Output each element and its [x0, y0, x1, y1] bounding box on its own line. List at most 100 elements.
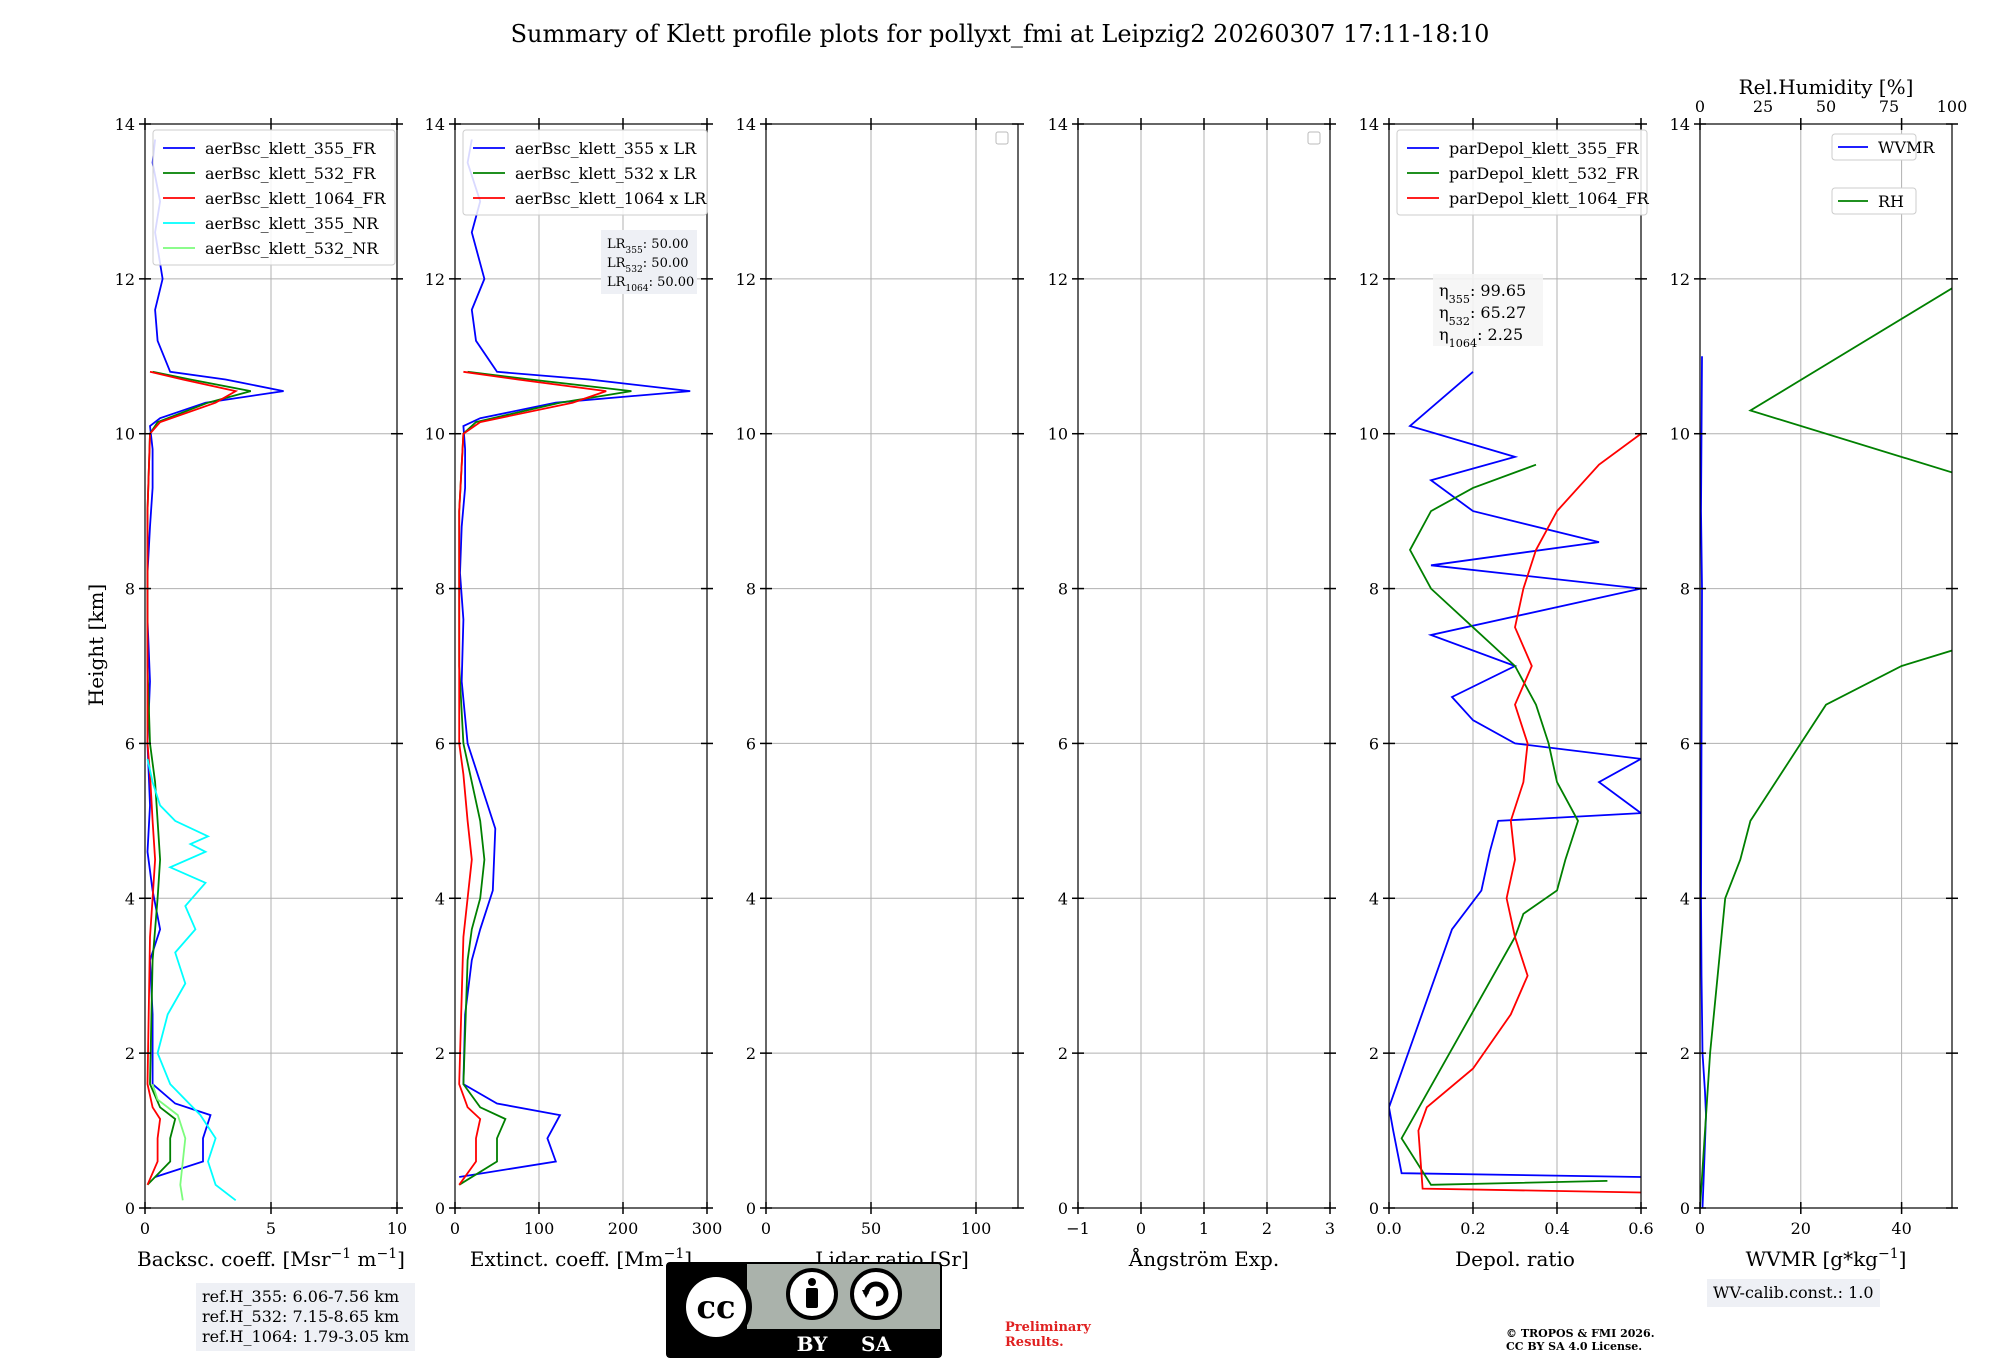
- y-tick-label: 8: [746, 580, 756, 599]
- y-tick-label: 14: [1359, 115, 1379, 134]
- series-aerBsc_klett_1064 x LR: [458, 370, 607, 1186]
- legend-label: aerBsc_klett_1064_FR: [205, 189, 387, 208]
- lidar-ratio-label: LR355: 50.00: [607, 237, 689, 256]
- x-tick-label: 0.2: [1460, 1219, 1485, 1238]
- legend-label: aerBsc_klett_532_FR: [205, 164, 376, 183]
- lidar-ratio-label: LR532: 50.00: [607, 256, 689, 275]
- copyright-line-2: CC BY SA 4.0 License.: [1506, 1340, 1643, 1353]
- y-tick-label: 8: [1369, 580, 1379, 599]
- axes-frame: [1388, 123, 1642, 1209]
- cc-label: cc: [697, 1288, 736, 1326]
- x-tick-label: 3: [1325, 1219, 1335, 1238]
- wv-calib-box: WV-calib.const.: 1.0: [1707, 1279, 1880, 1307]
- y-tick-label: 0: [435, 1199, 445, 1218]
- series-parDepol_klett_355_FR: [1389, 371, 1641, 1178]
- legend-label: parDepol_klett_1064_FR: [1449, 189, 1650, 208]
- sa-label: SA: [861, 1332, 891, 1356]
- x-tick-label: 1: [1199, 1219, 1209, 1238]
- by-label: BY: [797, 1332, 829, 1356]
- x-axis-label: Depol. ratio: [1455, 1247, 1575, 1271]
- eta-label: η355: 99.65: [1439, 281, 1526, 306]
- x-axis-label: Ångström Exp.: [1128, 1246, 1279, 1271]
- x-tick-label: 20: [1791, 1219, 1811, 1238]
- x-tick-label: 0.6: [1628, 1219, 1653, 1238]
- preliminary-note: Preliminary Results.: [1005, 1320, 1091, 1350]
- copyright-line-1: © TROPOS & FMI 2026.: [1506, 1327, 1655, 1340]
- series-aerBsc_klett_532_FR: [146, 370, 252, 1186]
- series-WVMR: [1700, 356, 1707, 1208]
- ref-height-532: ref.H_532: 7.15-8.65 km: [202, 1307, 400, 1326]
- x-tick-label: 0: [140, 1219, 150, 1238]
- y-tick-label: 0: [1680, 1199, 1690, 1218]
- eta-label: η1064: 2.25: [1439, 325, 1523, 350]
- x-axis-label: WVMR [g*kg−1]: [1746, 1246, 1907, 1271]
- eta-box: [1433, 274, 1543, 346]
- series-aerBsc_klett_1064_FR: [146, 370, 239, 1186]
- y-tick-label: 8: [435, 580, 445, 599]
- y-tick-label: 14: [736, 115, 756, 134]
- preliminary-line-2: Results.: [1005, 1335, 1064, 1350]
- figure-title: Summary of Klett profile plots for polly…: [510, 20, 1490, 48]
- series-aerBsc_klett_532_NR: [151, 1083, 187, 1201]
- y-tick-label: 8: [1058, 580, 1068, 599]
- y-tick-label: 12: [1670, 270, 1690, 289]
- y-tick-label: 2: [1058, 1044, 1068, 1063]
- y-tick-label: 2: [1369, 1044, 1379, 1063]
- cc-by-sa-logo: cc BY SA: [666, 1262, 942, 1358]
- y-tick-label: 10: [736, 425, 756, 444]
- x-tick-label: 200: [608, 1219, 639, 1238]
- top-tick-label: 25: [1753, 97, 1773, 116]
- y-tick-label: 4: [125, 889, 135, 908]
- legend-frame: [1831, 187, 1917, 215]
- panel-wvmr: 0 2 4 6 8 10 12 14 0 20 40 WVMR [g*kg−1] WVMR RH 0 25 50…: [1670, 75, 1968, 1271]
- x-axis-label: Extinct. coeff. [Mm−1]: [470, 1246, 692, 1271]
- y-tick-label: 10: [425, 425, 445, 444]
- y-tick-label: 6: [1369, 734, 1379, 753]
- y-tick-label: 14: [1670, 115, 1690, 134]
- top-tick-label: 75: [1879, 97, 1899, 116]
- legend-label: aerBsc_klett_355 x LR: [515, 139, 697, 158]
- ref-height-355: ref.H_355: 6.06-7.56 km: [202, 1287, 400, 1306]
- y-tick-label: 6: [1680, 734, 1690, 753]
- lidar-ratio-label: LR1064: 50.00: [607, 275, 694, 294]
- panel-depol: 0 2 4 6 8 10 12 14 0.0 0.2 0.4 0.6 Depol. ratio parDe…: [1359, 115, 1654, 1271]
- y-tick-label: 6: [125, 734, 135, 753]
- y-tick-label: 10: [1359, 425, 1379, 444]
- legend-label: aerBsc_klett_532 x LR: [515, 164, 697, 183]
- y-axis-label: Height [km]: [84, 584, 108, 706]
- y-tick-label: 8: [125, 580, 135, 599]
- y-tick-label: 2: [1680, 1044, 1690, 1063]
- y-tick-label: 4: [746, 889, 756, 908]
- y-tick-label: 2: [746, 1044, 756, 1063]
- y-tick-label: 8: [1680, 580, 1690, 599]
- ref-heights-box: ref.H_355: 6.06-7.56 km ref.H_532: 7.15-…: [196, 1283, 416, 1351]
- y-tick-label: 4: [1369, 889, 1379, 908]
- ref-height-1064: ref.H_1064: 1.79-3.05 km: [202, 1327, 410, 1346]
- y-tick-label: 6: [746, 734, 756, 753]
- y-tick-label: 12: [115, 270, 135, 289]
- legend-frame: [1396, 129, 1648, 216]
- legend-label: aerBsc_klett_1064 x LR: [515, 189, 707, 208]
- x-tick-label: 0.4: [1544, 1219, 1569, 1238]
- y-tick-label: 10: [1670, 425, 1690, 444]
- series-aerBsc_klett_532 x LR: [458, 370, 632, 1186]
- lidar-ratio-box: [601, 230, 697, 294]
- x-tick-label: 10: [387, 1219, 407, 1238]
- x-tick-label: 0: [450, 1219, 460, 1238]
- x-tick-label: 5: [266, 1219, 276, 1238]
- copyright-note: © TROPOS & FMI 2026. CC BY SA 4.0 Licens…: [1506, 1327, 1655, 1353]
- x-tick-label: 0: [1136, 1219, 1146, 1238]
- x-tick-label: −1: [1066, 1219, 1090, 1238]
- empty-legend: [995, 131, 1009, 145]
- legend-label: aerBsc_klett_532_NR: [205, 239, 379, 258]
- y-tick-label: 12: [1048, 270, 1068, 289]
- y-tick-label: 14: [115, 115, 135, 134]
- y-tick-label: 4: [1058, 889, 1068, 908]
- y-tick-label: 14: [1048, 115, 1068, 134]
- legend-frame: [462, 129, 708, 216]
- axes-frame: [1699, 123, 1953, 1209]
- y-tick-label: 10: [115, 425, 135, 444]
- eta-label: η532: 65.27: [1439, 303, 1526, 328]
